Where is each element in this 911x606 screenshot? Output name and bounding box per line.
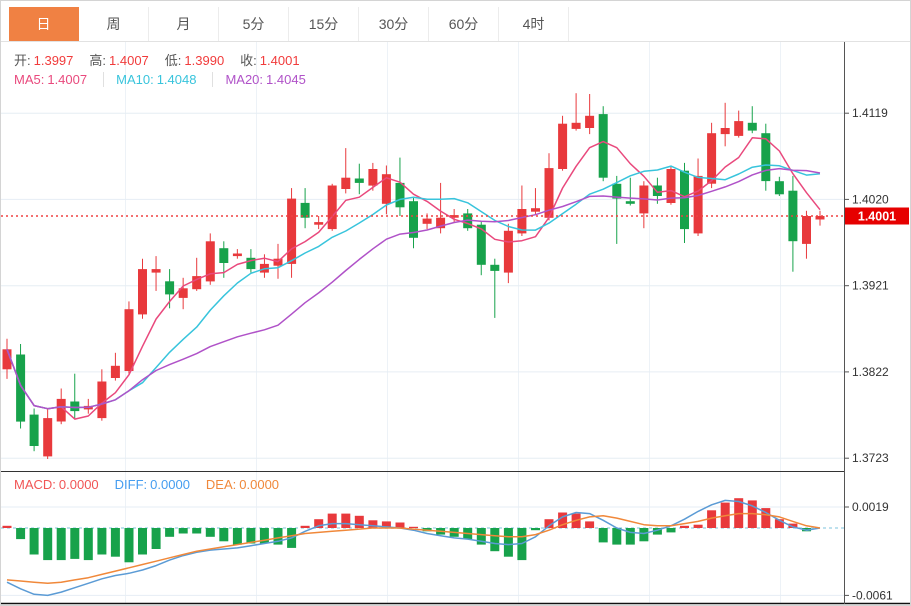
- legend-value: 1.4007: [109, 53, 149, 68]
- macd-axis-label: 0.0019: [852, 500, 889, 514]
- interval-tabbar: 日周月 5分 15分 30分 60分 4时: [1, 1, 910, 42]
- legend-label: 低:: [164, 53, 182, 68]
- legend-label: DEA:: [205, 477, 237, 492]
- legend-label: 高:: [89, 53, 107, 68]
- ma-legend: MA5: 1.4007 MA10: 1.4048 MA20: 1.4045: [14, 72, 322, 87]
- tab-interval-0[interactable]: 日: [9, 7, 79, 41]
- legend-label: MA10:: [116, 72, 154, 87]
- current-price-badge-value: 1.4001: [858, 210, 896, 224]
- ma10-line: [6, 164, 821, 410]
- legend-group: MA5: 1.4007: [14, 72, 87, 87]
- legend-label: 开:: [14, 53, 31, 68]
- legend-value: 1.3997: [33, 53, 74, 68]
- macd-legend: MACD: 0.0000 DIFF: 0.0000 DEA: 0.0000: [14, 477, 295, 492]
- legend-value: 1.4007: [47, 72, 88, 87]
- legend-label: MA5:: [14, 72, 45, 87]
- legend-group: 高: 1.4007: [89, 50, 148, 69]
- price-axis-label: 1.4119: [852, 106, 888, 120]
- dea-line: [6, 512, 821, 585]
- legend-group: 开: 1.3997: [14, 50, 73, 69]
- legend-label: 收:: [240, 53, 257, 68]
- macd-histogram: [2, 498, 811, 563]
- legend-label: MA20:: [225, 72, 264, 87]
- tab-interval-4[interactable]: 15分: [289, 7, 359, 41]
- legend-group: MA10: 1.4048: [103, 72, 196, 87]
- legend-value: 1.4048: [156, 72, 197, 87]
- tab-interval-7[interactable]: 4时: [499, 7, 569, 41]
- legend-label: DIFF:: [114, 477, 148, 492]
- tab-interval-1[interactable]: 周: [79, 7, 149, 41]
- legend-group: MACD: 0.0000: [14, 477, 99, 492]
- tab-interval-5[interactable]: 30分: [359, 7, 429, 41]
- price-axis-label: 1.4020: [852, 192, 889, 206]
- legend-value: 1.4045: [266, 72, 306, 87]
- legend-value: 0.0000: [150, 477, 190, 492]
- price-axis-labels: 1.4119 1.4020 1.3921 1.3822 1.3723: [844, 106, 889, 465]
- gridlines: [1, 42, 844, 603]
- legend-group: DIFF: 0.0000: [115, 477, 190, 492]
- legend-group: MA20: 1.4045: [212, 72, 306, 87]
- legend-group: DEA: 0.0000: [206, 477, 279, 492]
- ma20-line: [6, 167, 821, 410]
- ma5-line: [6, 137, 821, 420]
- axis: [1, 42, 910, 605]
- legend-value: 1.4001: [259, 53, 300, 68]
- macd-axis-label: -0.0061: [852, 588, 893, 602]
- tab-interval-2[interactable]: 月: [149, 7, 219, 41]
- current-price-badge: 1.4001: [845, 207, 909, 225]
- legend-value: 0.0000: [58, 477, 99, 492]
- price-axis-label: 1.3921: [852, 279, 889, 293]
- tab-interval-3[interactable]: 5分: [219, 7, 289, 41]
- ohlc-legend: 开: 1.3997 高: 1.4007 低: 1.3990 收: 1.4001: [14, 50, 316, 69]
- macd-axis-labels: 0.0019 -0.0061: [844, 500, 893, 602]
- legend-group: 收: 1.4001: [240, 50, 299, 69]
- legend-value: 1.3990: [184, 53, 225, 68]
- tab-interval-6[interactable]: 60分: [429, 7, 499, 41]
- legend-group: 低: 1.3990: [165, 50, 224, 69]
- candlestick-series: [2, 93, 825, 459]
- price-axis-label: 1.3723: [852, 451, 889, 465]
- legend-value: 0.0000: [239, 477, 280, 492]
- price-axis-label: 1.3822: [852, 365, 889, 379]
- diff-line: [6, 499, 821, 597]
- legend-label: MACD:: [14, 477, 56, 492]
